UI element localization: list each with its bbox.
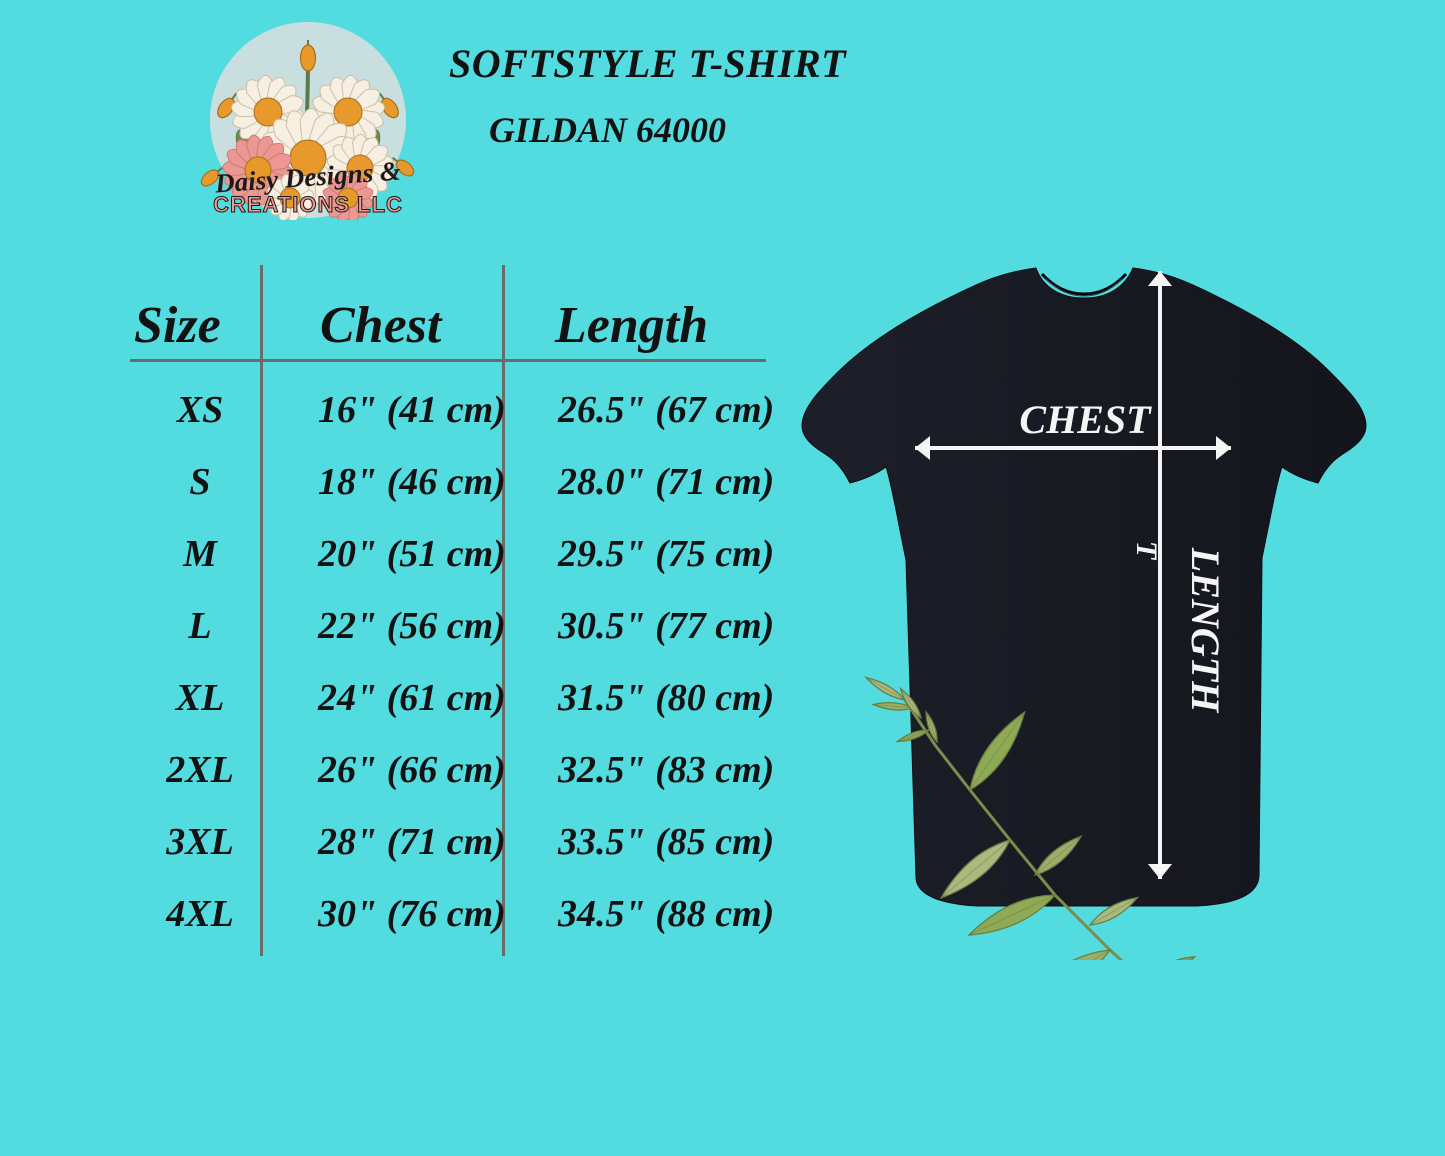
svg-text:LENGTH: LENGTH [1183, 547, 1228, 714]
svg-text:CHEST: CHEST [1019, 397, 1152, 442]
svg-text:T: T [1130, 541, 1163, 561]
